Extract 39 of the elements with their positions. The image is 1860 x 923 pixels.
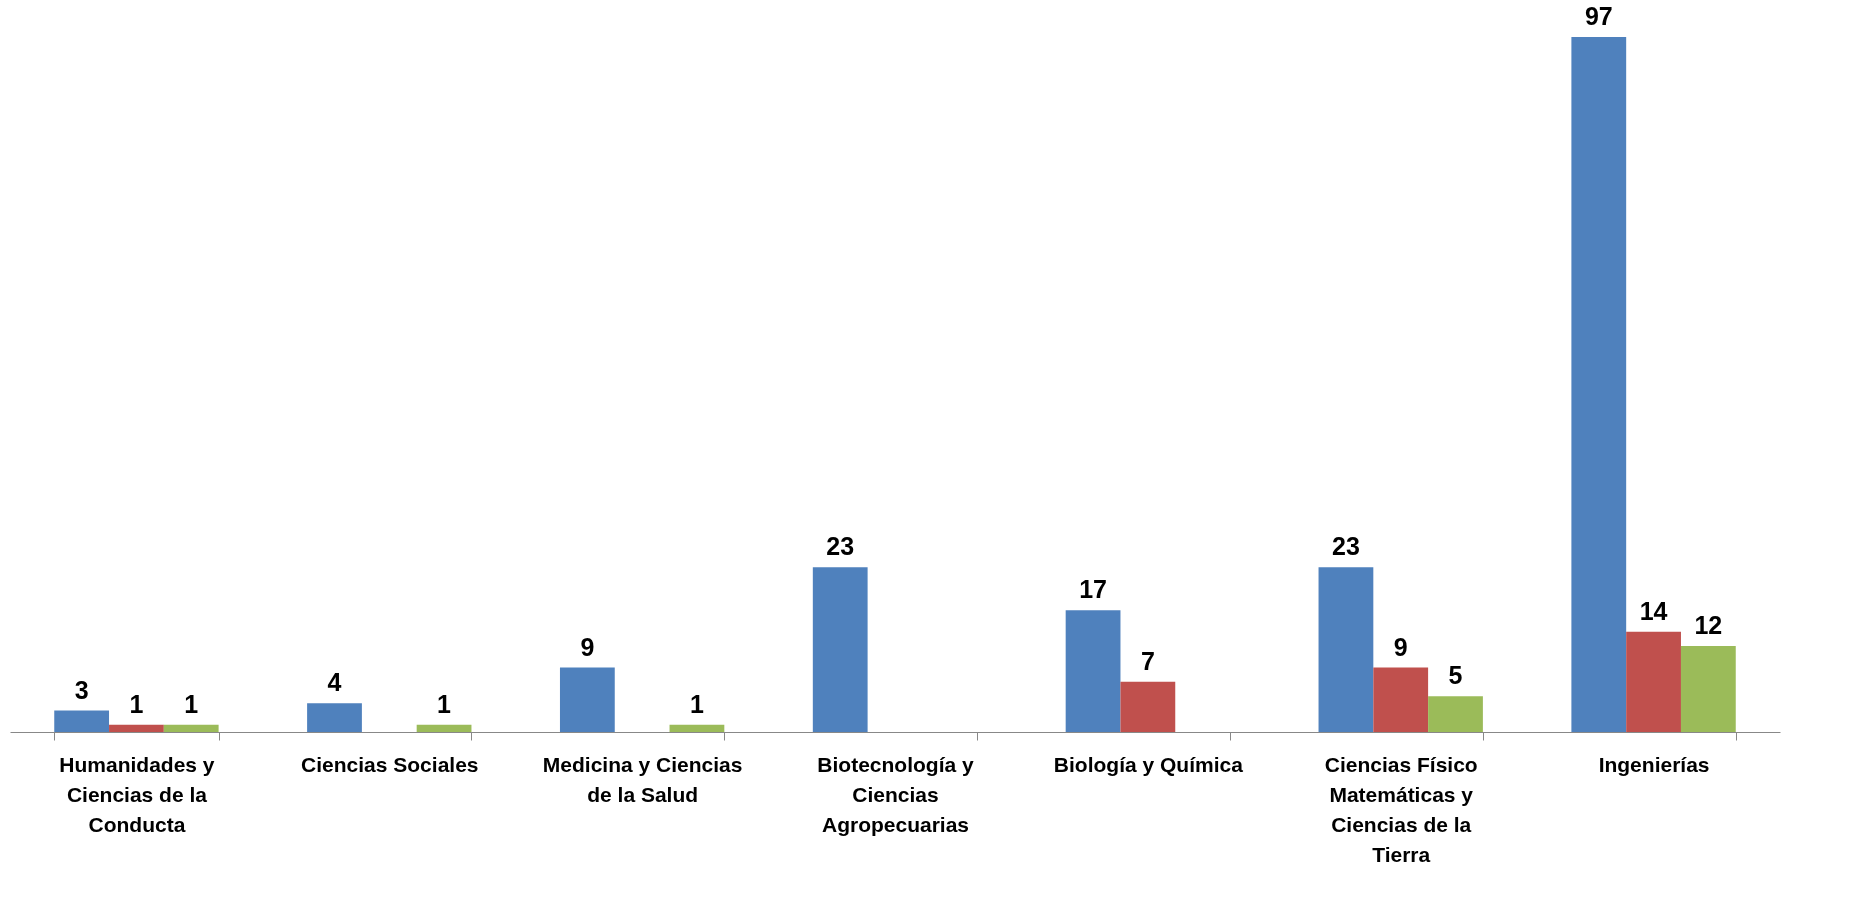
bar [1571,37,1627,732]
data-label: 1 [129,689,144,718]
bar [163,724,219,732]
bar [307,703,362,732]
bar [109,724,164,732]
data-label: 12 [1694,611,1723,640]
data-label: 1 [689,689,704,718]
x-tick-label: Biología y Química [1053,752,1244,776]
bar [1318,567,1374,732]
data-label: 4 [327,668,342,697]
x-tick-label: Ciencias Sociales [301,752,479,776]
bar [812,567,868,732]
data-label: 14 [1639,596,1668,625]
data-label: 9 [580,632,595,661]
data-label: 1 [437,689,452,718]
bar [1680,646,1736,732]
bar [559,667,615,732]
bar [1626,631,1681,732]
data-label: 3 [74,675,89,704]
x-tick-label: Ciencias Físico Matemáticas y Ciencias de la Tierra [1324,752,1478,866]
bar [1065,610,1121,732]
x-tick-label: Medicina y Ciencias de la Salud [542,752,743,806]
data-label: 5 [1448,661,1463,690]
data-label: 7 [1140,646,1155,675]
data-label: 9 [1393,632,1408,661]
bar [1120,681,1176,732]
bar [54,710,110,732]
data-label: 1 [184,689,199,718]
bar [1428,696,1483,732]
bar [416,724,472,732]
bar [669,724,725,732]
data-label: 23 [826,532,855,561]
bar [1373,667,1429,732]
data-label: 23 [1332,532,1360,561]
x-tick-label: Humanidades y Ciencias de la Conducta [59,752,215,836]
data-label: 97 [1584,2,1613,30]
x-tick-label: Ingenierías [1598,752,1710,776]
data-label: 17 [1079,575,1107,604]
x-tick-label: Biotecnología y Ciencias Agropecuarias [817,752,974,836]
